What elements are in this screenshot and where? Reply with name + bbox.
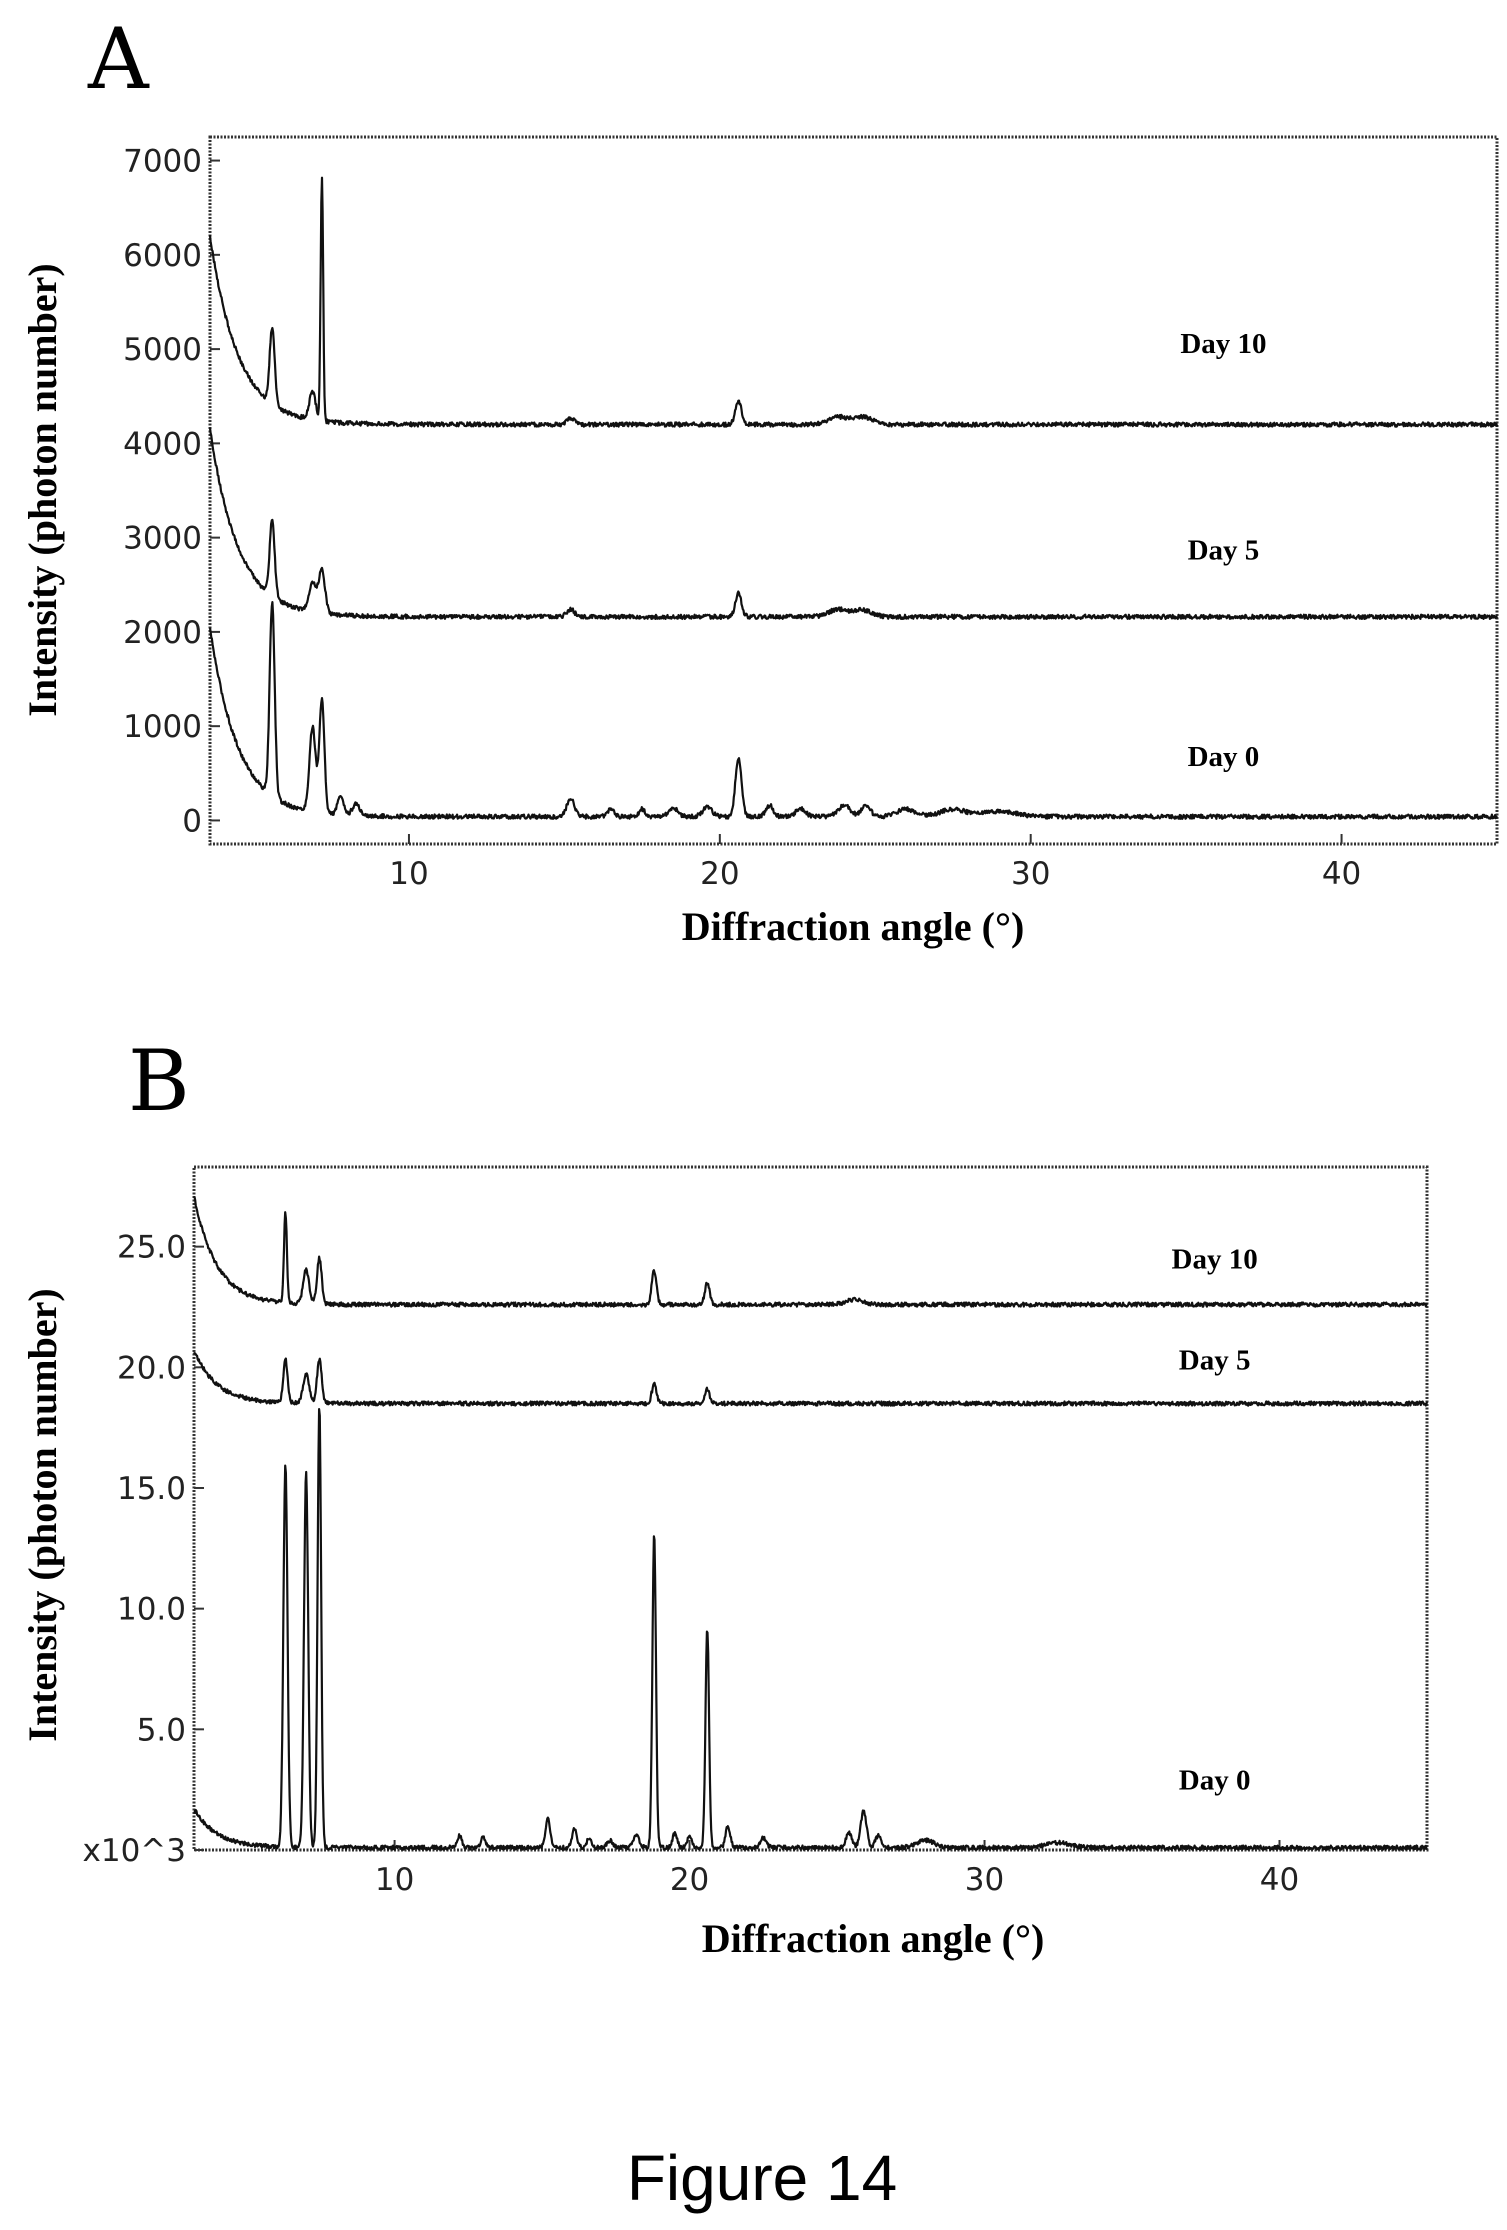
trace-day-10 xyxy=(193,1196,1429,1308)
figure-caption: Figure 14 xyxy=(627,2142,897,2214)
y-tick-label: 7000 xyxy=(123,144,202,180)
x-tick-label: 30 xyxy=(965,1862,1004,1898)
trace-day-10 xyxy=(208,176,1499,428)
y-tick-label: 5000 xyxy=(123,332,202,368)
panel-b-x-ticks: 10 20 30 40 xyxy=(375,1840,1299,1898)
y-tick-label: 2000 xyxy=(123,615,202,651)
panel-a: A 10 20 30 40 0 1000 2000 3000 4000 5000 6000 7000… xyxy=(20,10,1499,949)
x-tick-label: 40 xyxy=(1260,1862,1299,1898)
trace-day-0 xyxy=(193,1407,1428,1851)
x-tick-label: 40 xyxy=(1322,856,1361,892)
trace-day-5 xyxy=(193,1351,1429,1407)
y-tick-label: 10.0 xyxy=(117,1592,186,1628)
x-tick-label: 10 xyxy=(389,856,428,892)
panel-a-series-labels: Day 10 Day 5 Day 0 xyxy=(1180,328,1266,773)
panel-b-y-axis-title: Intensity (photon number) xyxy=(20,1288,65,1741)
panel-b-y-ticks: x10^3 5.0 10.0 15.0 20.0 25.0 xyxy=(83,1230,204,1869)
panel-a-plot-frame xyxy=(208,135,1499,846)
panel-a-x-axis-title: Diffraction angle (°) xyxy=(682,904,1025,949)
series-label-day-5: Day 5 xyxy=(1179,1345,1251,1377)
panel-b-series-labels: Day 10 Day 5 Day 0 xyxy=(1172,1243,1258,1796)
series-label-day-0: Day 0 xyxy=(1188,741,1260,773)
x-tick-label: 30 xyxy=(1011,856,1050,892)
y-tick-label: 15.0 xyxy=(117,1471,186,1507)
y-tick-label: x10^3 xyxy=(83,1833,187,1869)
y-tick-label: 20.0 xyxy=(117,1350,186,1386)
trace-day-5 xyxy=(208,427,1499,621)
y-tick-label: 3000 xyxy=(123,521,202,557)
x-tick-label: 10 xyxy=(375,1862,414,1898)
x-tick-label: 20 xyxy=(700,856,739,892)
y-tick-label: 4000 xyxy=(123,426,202,462)
panel-b-plot-frame xyxy=(192,1165,1429,1852)
series-label-day-10: Day 10 xyxy=(1172,1243,1258,1275)
y-tick-label: 1000 xyxy=(123,709,202,745)
panel-b-label: B xyxy=(128,1032,190,1130)
y-tick-label: 0 xyxy=(182,803,202,839)
panel-b: B 10 20 30 40 x10^3 5.0 10.0 15.0 20.0 25.0 Day … xyxy=(20,1032,1429,1961)
trace-day-0 xyxy=(208,600,1498,820)
panel-b-traces xyxy=(193,1196,1429,1851)
panel-a-x-ticks: 10 20 30 40 xyxy=(389,834,1361,892)
panel-a-label: A xyxy=(87,10,150,108)
panel-a-y-ticks: 0 1000 2000 3000 4000 5000 6000 7000 xyxy=(123,144,220,839)
y-tick-label: 25.0 xyxy=(117,1230,186,1266)
y-tick-label: 5.0 xyxy=(137,1712,186,1748)
panel-b-x-axis-title: Diffraction angle (°) xyxy=(702,1916,1045,1961)
y-tick-label: 6000 xyxy=(123,238,202,274)
x-tick-label: 20 xyxy=(670,1862,709,1898)
series-label-day-10: Day 10 xyxy=(1180,328,1266,360)
series-label-day-0: Day 0 xyxy=(1179,1765,1251,1797)
panel-a-traces xyxy=(208,176,1499,820)
panel-a-y-axis-title: Intensity (photon number) xyxy=(20,263,65,716)
series-label-day-5: Day 5 xyxy=(1188,534,1260,566)
